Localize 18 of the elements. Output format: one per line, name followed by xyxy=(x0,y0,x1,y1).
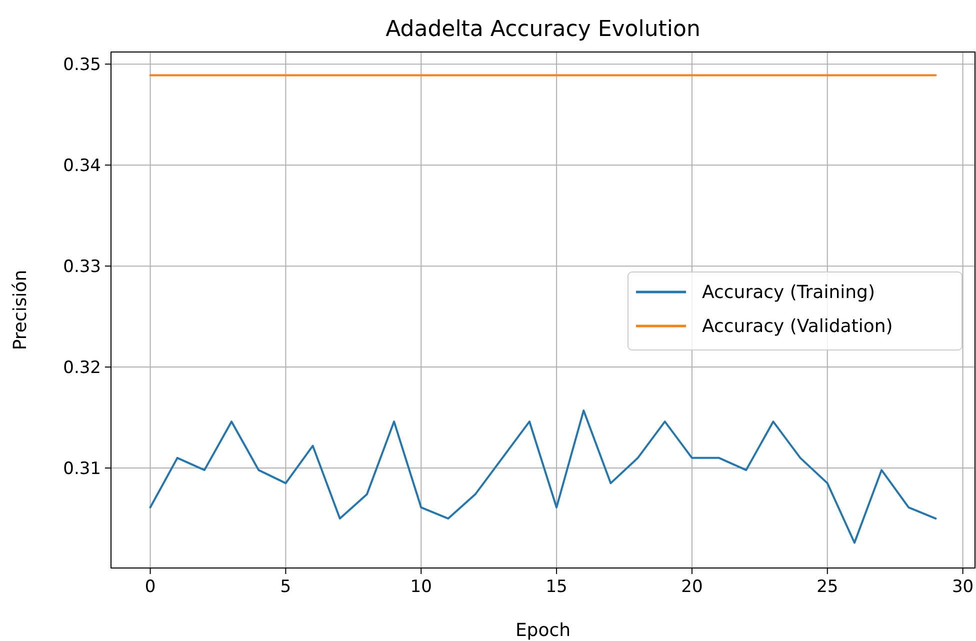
chart-title: Adadelta Accuracy Evolution xyxy=(386,17,700,42)
y-tick-label: 0.31 xyxy=(63,459,101,480)
x-axis-title: Epoch xyxy=(515,620,571,641)
y-axis-title: Precisión xyxy=(10,270,31,350)
x-tick-label: 20 xyxy=(681,577,703,597)
line-series xyxy=(149,409,937,544)
x-tick-label: 10 xyxy=(410,577,432,597)
x-tick-label: 30 xyxy=(952,577,974,597)
y-tick-label: 0.34 xyxy=(63,156,101,176)
y-tick-label: 0.33 xyxy=(63,257,101,278)
y-tick-label: 0.32 xyxy=(63,358,101,378)
x-tick-label: 15 xyxy=(546,577,568,597)
x-tick-label: 5 xyxy=(280,577,292,597)
x-tick-label: 25 xyxy=(816,577,838,597)
legend-label: Accuracy (Training) xyxy=(702,282,875,303)
y-tick-label: 0.35 xyxy=(63,55,101,76)
legend-label: Accuracy (Validation) xyxy=(702,316,893,337)
x-tick-label: 0 xyxy=(144,577,156,597)
